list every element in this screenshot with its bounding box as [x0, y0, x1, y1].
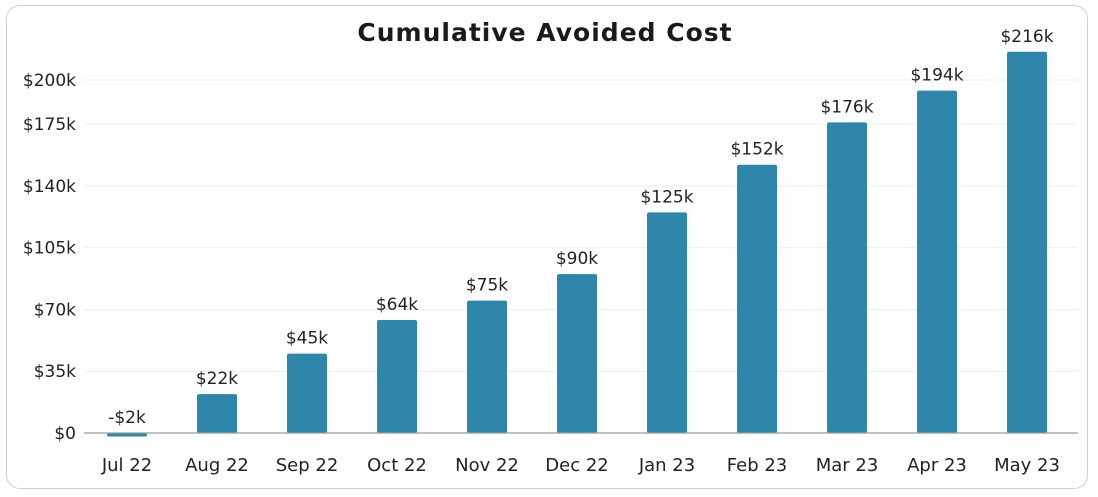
- bar-value-label: $152k: [730, 140, 783, 160]
- x-tick-label: Feb 23: [727, 455, 788, 476]
- bar: [287, 353, 327, 433]
- bar-value-label: $194k: [910, 66, 963, 86]
- bar-value-label: $176k: [820, 97, 873, 117]
- bar: [467, 300, 507, 433]
- chart-card: [6, 5, 1088, 489]
- bar: [917, 90, 957, 433]
- grid-lines: [84, 79, 1078, 372]
- bar-value-label: $45k: [286, 329, 328, 349]
- y-tick-label: $35k: [34, 362, 76, 382]
- bar-value-label: $216k: [1000, 27, 1053, 47]
- bar-value-label: $125k: [640, 187, 693, 207]
- x-tick-label: Sep 22: [276, 455, 339, 476]
- bar-value-labels: -$2k $22k $45k $64k $75k $90k $125k $152k $176k $…: [108, 27, 1054, 428]
- x-axis-ticks: Jul 22 Aug 22 Sep 22 Oct 22 Nov 22 Dec 22 Jan …: [101, 455, 1060, 476]
- y-tick-label: $70k: [34, 300, 76, 320]
- bar-value-label: $90k: [556, 249, 598, 269]
- x-tick-label: Aug 22: [185, 455, 249, 476]
- x-tick-label: Dec 22: [545, 455, 608, 476]
- bar-value-label: $22k: [196, 369, 238, 389]
- bar: [647, 212, 687, 433]
- bar: [377, 320, 417, 433]
- x-tick-label: Oct 22: [367, 455, 427, 476]
- y-tick-label: $175k: [23, 115, 76, 135]
- chart-title: Cumulative Avoided Cost: [357, 18, 732, 47]
- bar: [107, 433, 147, 437]
- bar-value-label: $75k: [466, 276, 508, 296]
- bar: [557, 274, 597, 433]
- bar: [197, 394, 237, 433]
- x-tick-label: Jul 22: [101, 455, 152, 476]
- bar-value-label: $64k: [376, 295, 418, 315]
- x-tick-label: Jan 23: [638, 455, 695, 476]
- bar-value-label: -$2k: [108, 408, 146, 428]
- x-tick-label: Mar 23: [816, 455, 879, 476]
- y-tick-label: $140k: [23, 177, 76, 197]
- bar: [827, 122, 867, 434]
- x-tick-label: May 23: [994, 455, 1060, 476]
- y-tick-label: $200k: [23, 71, 76, 91]
- y-tick-label: $0: [54, 424, 76, 444]
- x-tick-label: Nov 22: [455, 455, 519, 476]
- bar: [737, 164, 777, 433]
- y-axis-ticks: $0 $35k $70k $105k $140k $175k $200k: [23, 71, 76, 444]
- bar: [1007, 51, 1047, 433]
- x-tick-label: Apr 23: [907, 455, 967, 476]
- y-tick-label: $105k: [23, 239, 76, 259]
- bars: [107, 51, 1047, 437]
